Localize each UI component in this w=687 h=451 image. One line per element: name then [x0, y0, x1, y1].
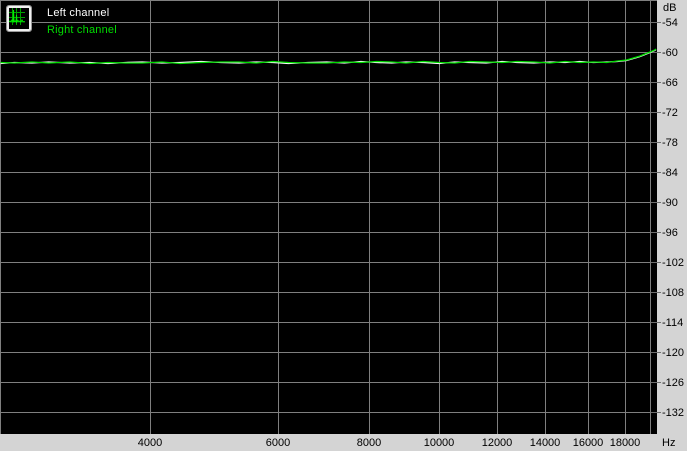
x-tick-label: 12000: [481, 437, 513, 449]
y-tick: [657, 22, 661, 23]
y-tick-label: -132: [662, 407, 685, 419]
y-tick-label: -108: [662, 287, 685, 299]
y-tick-label: -54: [662, 17, 678, 29]
legend-right-channel: Right channel: [47, 24, 117, 36]
x-axis-panel: Hz 4000 6000 8000 10000 12000 14000 16000 18000: [0, 434, 687, 451]
y-tick: [657, 412, 661, 413]
y-tick: [657, 322, 661, 323]
y-tick-label: -66: [662, 77, 678, 89]
x-tick-label: 4000: [137, 437, 163, 449]
y-tick-label: -120: [662, 347, 685, 359]
y-tick: [657, 262, 661, 263]
plot-area: Left channel Right channel: [0, 0, 657, 434]
x-tick-label: 10000: [423, 437, 455, 449]
y-tick-label: -72: [662, 107, 678, 119]
y-tick-label: -60: [662, 47, 678, 59]
y-tick: [657, 52, 661, 53]
y-tick: [657, 382, 661, 383]
legend-left-channel: Left channel: [47, 7, 110, 19]
x-tick-label: 14000: [529, 437, 561, 449]
left-channel-trace: [0, 49, 657, 65]
y-tick-label: -114: [662, 317, 684, 329]
y-tick-label: -96: [662, 227, 678, 239]
y-tick-label: -90: [662, 197, 678, 209]
chart-canvas: [0, 0, 657, 434]
y-tick: [657, 112, 661, 113]
y-tick: [657, 172, 661, 173]
y-axis-unit-label: dB: [663, 2, 677, 14]
y-tick-label: -102: [662, 257, 685, 269]
spectrum-icon: [6, 5, 32, 32]
y-axis-panel: dB -54 -60 -66 -72 -78 -84 -90 -96 -102 -108 -114 -…: [657, 0, 687, 434]
y-tick: [657, 232, 661, 233]
x-tick-label: 16000: [572, 437, 604, 449]
y-tick: [657, 142, 661, 143]
x-tick-label: 18000: [609, 437, 641, 449]
y-tick: [657, 202, 661, 203]
x-tick-label: 6000: [265, 437, 291, 449]
y-tick: [657, 82, 661, 83]
legend: Left channel Right channel: [6, 5, 117, 39]
y-tick-label: -126: [662, 377, 685, 389]
legend-labels: Left channel Right channel: [47, 5, 117, 39]
y-tick: [657, 352, 661, 353]
x-axis-unit-label: Hz: [662, 437, 676, 449]
y-tick-label: -84: [662, 167, 678, 179]
y-tick: [657, 292, 661, 293]
right-channel-trace: [0, 48, 657, 65]
x-tick-label: 8000: [356, 437, 382, 449]
y-tick-label: -78: [662, 137, 678, 149]
